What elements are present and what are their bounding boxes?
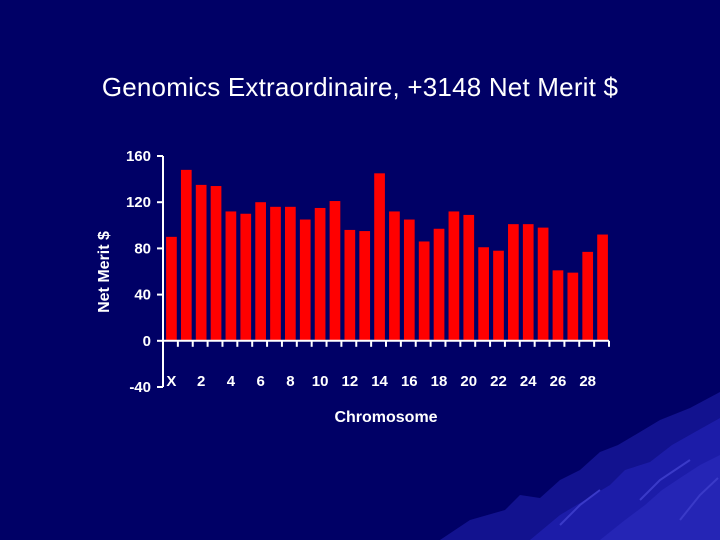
x-tick-label: 28 bbox=[579, 373, 596, 390]
bar-17 bbox=[418, 241, 430, 341]
bar-22 bbox=[493, 250, 504, 341]
x-tick-label: 24 bbox=[520, 373, 537, 390]
x-tick-label: 18 bbox=[431, 373, 448, 390]
y-tick-labels: -40 0 40 80 120 160 bbox=[126, 148, 151, 396]
bar-25 bbox=[537, 227, 549, 341]
bar-11 bbox=[329, 201, 341, 341]
x-tick-labels: X 2 4 6 8 10 12 14 16 18 20 22 24 26 28 bbox=[166, 373, 596, 390]
bar-4 bbox=[225, 211, 237, 341]
bar-14 bbox=[374, 173, 385, 341]
bar-27 bbox=[567, 272, 579, 341]
bar-16 bbox=[403, 219, 415, 341]
bar-29 bbox=[597, 234, 608, 341]
x-tick-label: X bbox=[166, 373, 176, 390]
axes-group bbox=[157, 155, 610, 388]
x-axis-title: Chromosome bbox=[334, 409, 437, 426]
bar-5 bbox=[240, 213, 252, 341]
x-tick-label: 4 bbox=[227, 373, 236, 390]
x-tick-label: 10 bbox=[312, 373, 329, 390]
x-tick-label: 6 bbox=[256, 373, 264, 390]
bar-8 bbox=[285, 206, 296, 341]
bar-X bbox=[166, 236, 177, 341]
x-tick-label: 20 bbox=[460, 373, 477, 390]
bar-6 bbox=[255, 202, 266, 341]
bar-24 bbox=[522, 224, 534, 341]
bar-9 bbox=[299, 219, 311, 341]
bar-19 bbox=[448, 211, 460, 341]
y-tick-label: 160 bbox=[126, 148, 151, 165]
bar-7 bbox=[270, 206, 281, 341]
bar-28 bbox=[582, 251, 594, 341]
bar-18 bbox=[433, 228, 445, 341]
y-axis-title: Net Merit $ bbox=[96, 231, 113, 313]
bar-10 bbox=[314, 207, 326, 341]
y-tick-label: 120 bbox=[126, 194, 151, 211]
bar-20 bbox=[463, 214, 475, 341]
bar-13 bbox=[359, 231, 371, 341]
bar-26 bbox=[552, 270, 564, 341]
bars-group bbox=[166, 169, 608, 341]
bar-23 bbox=[508, 224, 519, 341]
bar-3 bbox=[210, 186, 222, 341]
bar-21 bbox=[478, 247, 489, 341]
bar-15 bbox=[389, 211, 400, 341]
bar-12 bbox=[344, 229, 356, 341]
mountain-decoration bbox=[440, 392, 720, 540]
y-tick-label: 0 bbox=[143, 333, 151, 350]
bar-1 bbox=[180, 169, 192, 341]
x-tick-label: 8 bbox=[286, 373, 294, 390]
bar-2 bbox=[195, 184, 207, 341]
x-tick-label: 26 bbox=[550, 373, 567, 390]
x-tick-label: 22 bbox=[490, 373, 507, 390]
y-tick-label: 80 bbox=[134, 240, 151, 257]
slide-title: Genomics Extraordinaire, +3148 Net Merit… bbox=[101, 72, 619, 102]
y-tick-label: -40 bbox=[129, 379, 151, 396]
x-tick-label: 14 bbox=[371, 373, 388, 390]
x-tick-label: 12 bbox=[341, 373, 358, 390]
x-tick-label: 2 bbox=[197, 373, 205, 390]
y-tick-label: 40 bbox=[134, 287, 151, 304]
x-tick-label: 16 bbox=[401, 373, 418, 390]
